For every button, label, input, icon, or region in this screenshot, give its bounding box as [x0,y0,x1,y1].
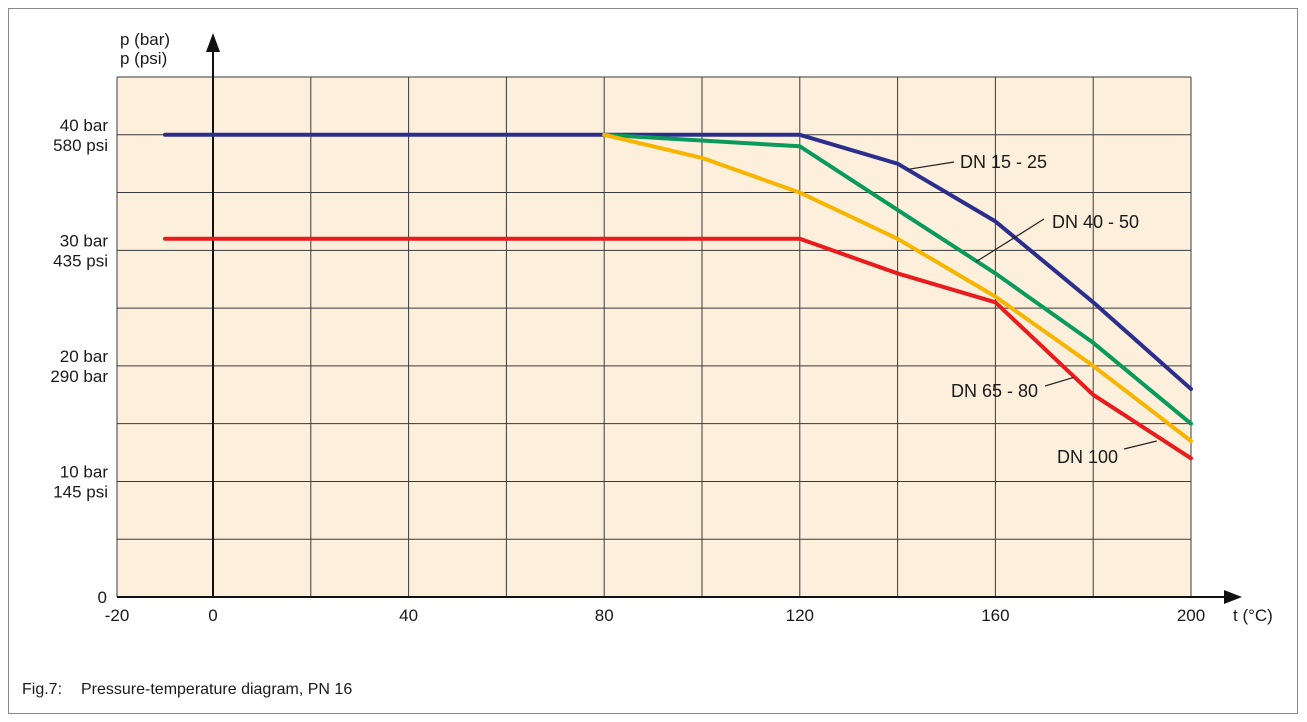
x-tick-label: -20 [105,606,130,625]
axes [117,33,1242,604]
series-line [602,132,1193,443]
y-axis-title-line: p (bar) [120,30,170,49]
y-tick-label: 580 psi [53,136,108,155]
x-axis-arrow [1224,590,1242,604]
series-annotations: DN 15 - 25 DN 40 - 50 DN 65 - 80 DN 100 [907,152,1157,467]
axis-titles: t (°C) p (bar)p (psi) [120,30,1273,625]
plot-background [117,77,1191,597]
x-tick-label: 0 [208,606,217,625]
x-tick-label: 40 [399,606,418,625]
y-axis-arrow [206,33,220,52]
annotation-leader [1123,440,1157,450]
x-tick-label: 200 [1177,606,1205,625]
y-tick-label: 20 bar [60,347,109,366]
series-line [163,132,1193,391]
annotation-label: DN 15 - 25 [960,152,1047,172]
annotation-leader [907,161,955,171]
y-tick-label: 10 bar [60,462,109,481]
annotation-label: DN 65 - 80 [951,381,1038,401]
y-tick-label: 30 bar [60,231,109,250]
y-tick-label: 40 bar [60,116,109,135]
figure-frame [8,8,1298,714]
figure-caption-text: Pressure-temperature diagram, PN 16 [81,681,353,698]
figure-caption: Fig.7: Pressure-temperature diagram, PN … [22,681,352,699]
x-tick-labels: -20 0 40 80 120 160 200 [105,606,1205,625]
y-tick-label: 0 [98,588,107,607]
series-line [602,132,1193,426]
y-axis-title-line: p (psi) [120,49,167,68]
annotation-leader [1044,376,1074,387]
annotation-leader [975,218,1045,263]
x-axis-title: t (°C) [1233,606,1273,625]
x-tick-label: 120 [786,606,814,625]
annotation-label: DN 40 - 50 [1052,212,1139,232]
figure-number: Fig.7: [22,681,63,698]
y-tick-label: 290 bar [50,367,108,386]
series-lines [163,132,1193,461]
series-line [163,236,1193,461]
y-tick-label: 145 psi [53,482,108,501]
y-tick-label: 435 psi [53,251,108,270]
x-tick-label: 160 [981,606,1009,625]
annotation-label: DN 100 [1057,447,1118,467]
x-tick-label: 80 [595,606,614,625]
